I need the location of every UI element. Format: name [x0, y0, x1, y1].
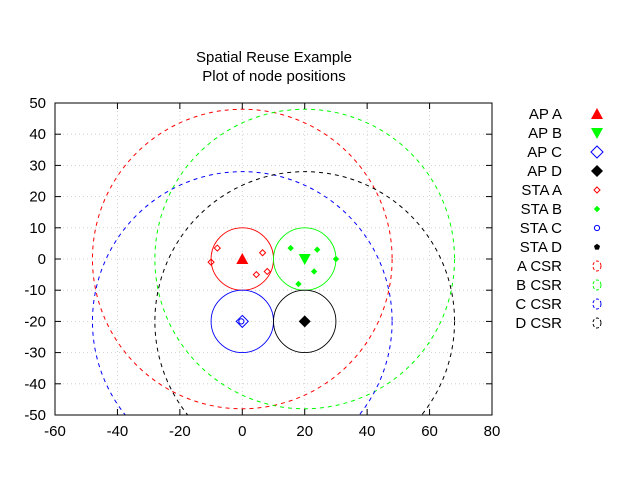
legend-label-ap-d: AP D [527, 163, 562, 180]
legend-label-sta-a: STA A [521, 182, 562, 199]
y-tick-label: -10 [24, 282, 46, 299]
legend-marker-sta-d [593, 243, 601, 250]
y-tick-label: -30 [24, 345, 46, 362]
legend-marker-sta-c [593, 224, 601, 232]
sta-b-point [287, 244, 294, 252]
x-tick-label: 80 [484, 423, 501, 440]
legend-marker-ap-b [591, 128, 603, 139]
x-tick-label: -60 [44, 423, 66, 440]
gridlines [55, 103, 492, 415]
y-tick-label: -20 [24, 313, 46, 330]
legend: AP A AP B AP C AP D STA A STA B STA C STA D A CS… [515, 106, 604, 332]
x-tick-label: -20 [169, 423, 191, 440]
axes: -60 -40 -20 0 20 40 60 80 -50 -40 -30 -20 -10 0 10 20 30… [24, 95, 500, 440]
ap-c-point [235, 314, 249, 329]
legend-label-ap-b: AP B [528, 125, 562, 142]
coverage-circle [273, 289, 337, 354]
sta-a-point [258, 249, 267, 257]
c-csr-circle [92, 171, 393, 415]
legend-label-ap-c: AP C [527, 144, 562, 161]
y-tick-label: 20 [29, 189, 46, 206]
y-tick-label: 50 [29, 95, 46, 112]
legend-marker-ap-a [591, 108, 603, 119]
x-tick-label: 60 [421, 423, 438, 440]
sta-a-point [213, 244, 222, 252]
y-tick-label: 0 [38, 251, 46, 268]
d-csr-circle [154, 171, 455, 415]
x-tick-label: -40 [107, 423, 129, 440]
chart-title-line-1: Spatial Reuse Example [196, 49, 352, 66]
legend-label-c-csr: C CSR [515, 296, 562, 313]
plot-area [91, 108, 456, 415]
sta-a-point [207, 258, 215, 266]
x-tick-label: 20 [296, 423, 313, 440]
legend-label-sta-d: STA D [520, 239, 562, 256]
legend-label-ap-a: AP A [529, 106, 562, 123]
legend-marker-ap-c [590, 145, 604, 159]
y-tick-label: -40 [24, 376, 46, 393]
legend-marker-d-csr [592, 317, 602, 329]
sta-b-point [295, 280, 302, 288]
sta-a-point [252, 270, 261, 279]
x-tick-label: 40 [359, 423, 376, 440]
legend-marker-sta-b [593, 205, 601, 213]
legend-marker-c-csr [592, 298, 602, 310]
legend-marker-a-csr [592, 260, 602, 272]
y-tick-label: -50 [24, 407, 46, 424]
ap-d-point [298, 315, 311, 328]
sta-b-point [332, 255, 340, 263]
ap-a-point [236, 253, 249, 264]
legend-label-b-csr: B CSR [516, 277, 562, 294]
legend-label-sta-b: STA B [521, 201, 562, 218]
chart-title-line-2: Plot of node positions [202, 68, 345, 85]
y-tick-label: 40 [29, 126, 46, 143]
legend-marker-sta-a [593, 186, 601, 194]
y-tick-label: 30 [29, 157, 46, 174]
legend-marker-b-csr [592, 279, 602, 291]
b-csr-circle [154, 108, 456, 410]
y-tick-label: 10 [29, 220, 46, 237]
ap-b-point [298, 254, 311, 265]
a-csr-circle [91, 108, 393, 410]
sta-b-point [314, 246, 321, 253]
legend-marker-ap-d [591, 165, 603, 177]
legend-label-sta-c: STA C [520, 220, 562, 237]
sta-b-point [310, 268, 318, 275]
sta-c-point [238, 318, 245, 325]
legend-label-d-csr: D CSR [515, 315, 562, 332]
x-tick-label: 0 [238, 423, 246, 440]
legend-label-a-csr: A CSR [517, 258, 562, 275]
sta-a-point [263, 267, 271, 276]
